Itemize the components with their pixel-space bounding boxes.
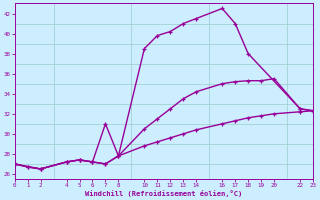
X-axis label: Windchill (Refroidissement éolien,°C): Windchill (Refroidissement éolien,°C) xyxy=(85,190,243,197)
